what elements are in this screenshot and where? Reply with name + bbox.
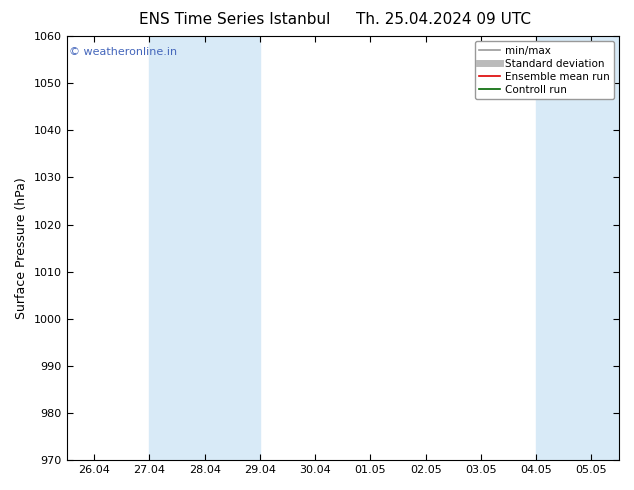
Bar bbox=[150, 36, 205, 460]
Text: © weatheronline.in: © weatheronline.in bbox=[69, 47, 178, 57]
Bar bbox=[205, 36, 260, 460]
Bar bbox=[592, 36, 634, 460]
Legend: min/max, Standard deviation, Ensemble mean run, Controll run: min/max, Standard deviation, Ensemble me… bbox=[475, 41, 614, 99]
Text: Th. 25.04.2024 09 UTC: Th. 25.04.2024 09 UTC bbox=[356, 12, 531, 27]
Bar bbox=[536, 36, 592, 460]
Text: ENS Time Series Istanbul: ENS Time Series Istanbul bbox=[139, 12, 330, 27]
Y-axis label: Surface Pressure (hPa): Surface Pressure (hPa) bbox=[15, 177, 28, 319]
